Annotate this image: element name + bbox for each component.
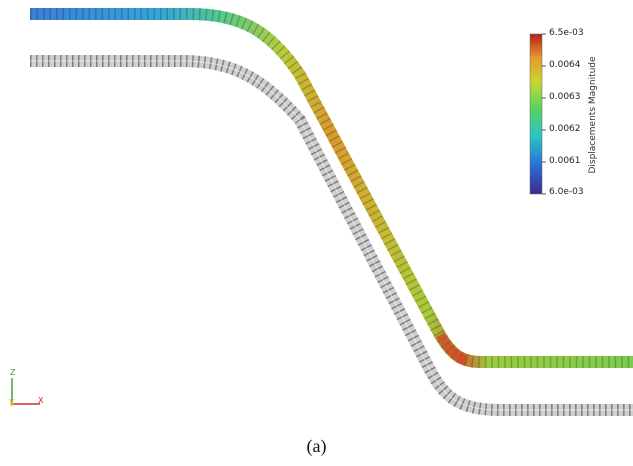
scene-canvas xyxy=(10,7,633,416)
render-viewport[interactable]: 6.0e-03 6.5e-03 0.0064 0.0063 0.0062 0.0061… xyxy=(0,0,633,430)
deformed-beam xyxy=(30,7,633,368)
y-axis-label: Y xyxy=(9,398,14,407)
colorbar-tick-label: 0.0061 xyxy=(549,156,581,166)
z-axis-label: Z xyxy=(10,368,16,377)
colorbar-min-label: 6.0e-03 xyxy=(549,187,584,197)
undeformed-beam xyxy=(30,55,633,416)
colorbar-tick-marks xyxy=(542,65,546,163)
y-axis-point xyxy=(10,402,14,406)
orientation-axes xyxy=(10,378,40,406)
figure-caption: (a) xyxy=(306,436,327,456)
colorbar-tick-label: 0.0062 xyxy=(549,124,581,134)
colorbar-title: Displacements Magnitude xyxy=(588,56,598,174)
colorbar xyxy=(529,33,546,195)
colorbar-tick-label: 0.0063 xyxy=(549,92,581,102)
colorbar-scale xyxy=(529,33,543,195)
x-axis-label: X xyxy=(38,396,44,405)
colorbar-tick-label: 0.0064 xyxy=(549,60,581,70)
colorbar-max-label: 6.5e-03 xyxy=(549,28,584,38)
